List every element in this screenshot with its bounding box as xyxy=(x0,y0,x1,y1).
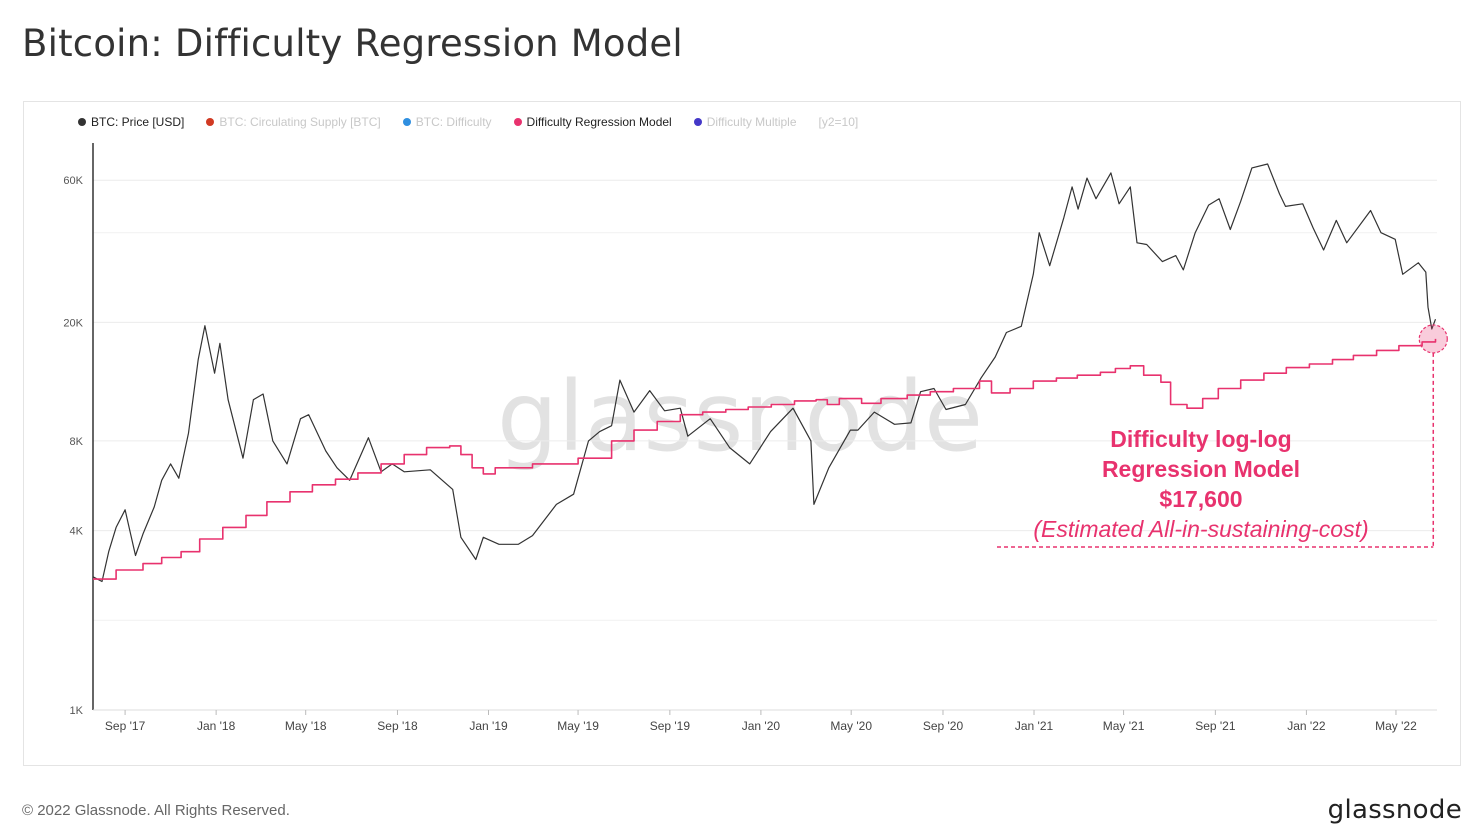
annotation-value: $17,600 xyxy=(1159,486,1243,512)
y-tick-label: 4K xyxy=(70,526,84,538)
legend-item-difficulty[interactable]: BTC: Difficulty xyxy=(402,115,492,129)
x-tick-label: May '19 xyxy=(557,719,599,733)
legend-dot-icon xyxy=(693,118,702,126)
y-tick-label: 60K xyxy=(63,175,83,187)
y-tick-label: 1K xyxy=(70,705,84,717)
annotation-line-2: Regression Model xyxy=(1101,456,1301,482)
annotation-note: (Estimated All-in-sustaining-cost) xyxy=(1033,516,1369,542)
legend-dot-icon xyxy=(78,118,86,126)
x-tick-label: Jan '20 xyxy=(742,719,781,733)
legend-scale-note: [y2=10] xyxy=(818,115,859,129)
legend-label: Difficulty Multiple xyxy=(706,115,797,129)
x-tick-label: May '18 xyxy=(285,719,327,733)
x-tick-label: May '22 xyxy=(1375,719,1417,733)
chart-legend: BTC: Price [USD] BTC: Circulating Supply… xyxy=(78,115,858,129)
x-tick-label: Sep '21 xyxy=(1195,719,1236,733)
series-line-btc-price xyxy=(92,163,1437,583)
legend-item-difficulty-regression-model[interactable]: Difficulty Regression Model xyxy=(513,115,672,129)
legend-dot-icon xyxy=(402,118,411,126)
page-title: Bitcoin: Difficulty Regression Model xyxy=(22,22,683,65)
x-tick-label: May '20 xyxy=(830,719,872,733)
legend-item-difficulty-multiple[interactable]: Difficulty Multiple xyxy=(693,115,797,129)
x-tick-label: Sep '20 xyxy=(923,719,964,733)
x-tick-label: Sep '18 xyxy=(377,719,418,733)
highlight-marker xyxy=(1418,324,1448,354)
watermark-text: glassnode xyxy=(497,361,983,473)
series-line-difficulty-regression-model xyxy=(93,338,1437,580)
legend-label: BTC: Difficulty xyxy=(415,115,492,129)
y-tick-label: 8K xyxy=(70,436,84,448)
legend-dot-icon xyxy=(513,118,522,126)
legend-item-circulating-supply[interactable]: BTC: Circulating Supply [BTC] xyxy=(206,115,381,129)
x-tick-label: Jan '18 xyxy=(197,719,236,733)
annotation-line-1: Difficulty log-log xyxy=(1110,426,1292,452)
legend-label: BTC: Price [USD] xyxy=(91,115,185,129)
legend-label: Difficulty Regression Model xyxy=(526,115,672,129)
y-tick-label: 20K xyxy=(63,317,83,329)
annotation-box: Difficulty log-log Regression Model $17,… xyxy=(1000,424,1402,544)
brand-logo[interactable]: glassnode xyxy=(1327,795,1462,825)
chart-panel xyxy=(23,101,1461,766)
x-tick-label: Sep '19 xyxy=(650,719,691,733)
legend-item-btc-price[interactable]: BTC: Price [USD] xyxy=(78,115,184,129)
x-tick-label: Jan '19 xyxy=(469,719,508,733)
x-tick-label: Jan '21 xyxy=(1015,719,1054,733)
copyright-footer: © 2022 Glassnode. All Rights Reserved. xyxy=(22,802,290,819)
x-tick-label: May '21 xyxy=(1103,719,1145,733)
x-tick-label: Jan '22 xyxy=(1287,719,1326,733)
legend-dot-icon xyxy=(206,118,215,126)
x-tick-label: Sep '17 xyxy=(105,719,146,733)
legend-label: BTC: Circulating Supply [BTC] xyxy=(219,115,381,129)
